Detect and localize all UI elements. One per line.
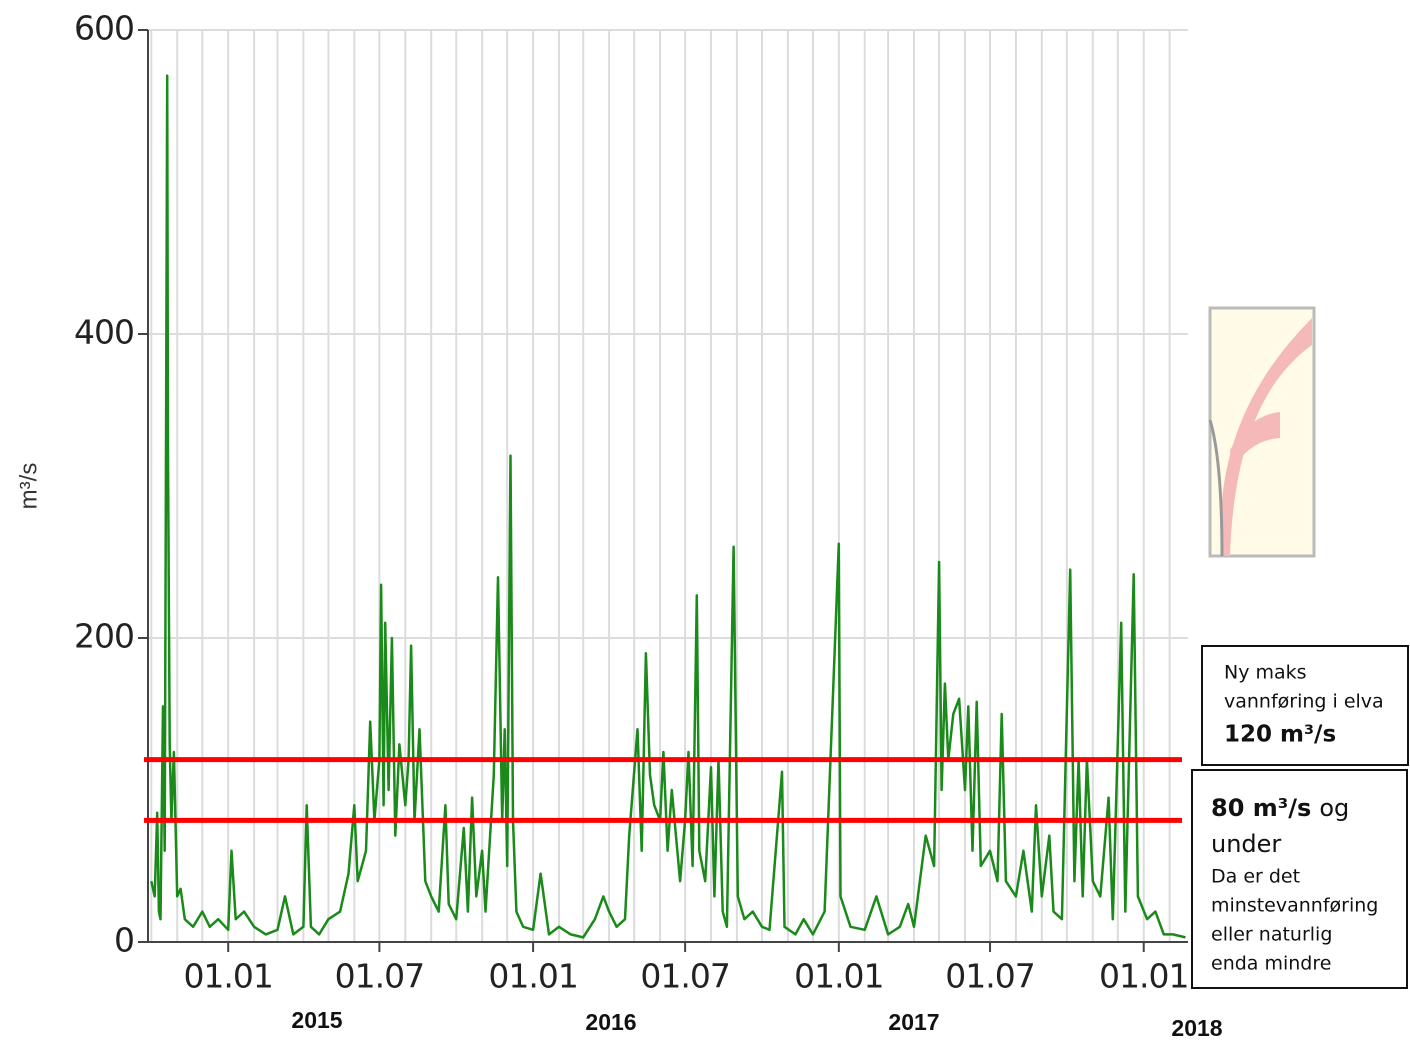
annotation-text: og [1319, 794, 1349, 822]
logo-fragment [1210, 308, 1314, 556]
x-tick-label: 01.01 [1099, 957, 1188, 996]
x-tick-label: 01.01 [183, 957, 272, 996]
x-tick-label: 01.01 [488, 957, 577, 996]
y-tick-label: 600 [74, 9, 134, 48]
year-label: 2016 [585, 1009, 636, 1035]
annotation-text: enda mindre [1211, 953, 1331, 975]
x-tick-label: 01.07 [335, 957, 424, 996]
x-tick-label: 01.07 [640, 957, 729, 996]
year-label: 2018 [1171, 1015, 1222, 1040]
year-label: 2017 [888, 1009, 939, 1035]
annotation-text: 80 m³/s og [1211, 794, 1349, 822]
y-tick-label: 0 [114, 921, 134, 960]
annotation-text: Da er det [1211, 866, 1300, 888]
annotation-text: vannføring i elva [1224, 691, 1384, 713]
y-tick-label: 200 [74, 617, 134, 656]
year-label: 2015 [291, 1007, 342, 1033]
annotation-text: Ny maks [1224, 662, 1307, 684]
annotation-text: under [1211, 830, 1281, 858]
annotation-bold: 80 m³/s [1211, 794, 1311, 822]
data-line [151, 76, 1185, 938]
y-axis-label: m³/s [15, 463, 42, 510]
x-tick-label: 01.07 [945, 957, 1034, 996]
annotation-text: minstevannføring [1211, 895, 1378, 917]
chart: m³/s 0 200 400 600 01.01 01.07 01.01 01.07 01.01… [0, 0, 1410, 1040]
x-tick-label: 01.01 [794, 957, 883, 996]
annotation-text: 120 m³/s [1224, 722, 1336, 748]
y-tick-label: 400 [74, 313, 134, 352]
annotation-text: eller naturlig [1211, 924, 1332, 946]
